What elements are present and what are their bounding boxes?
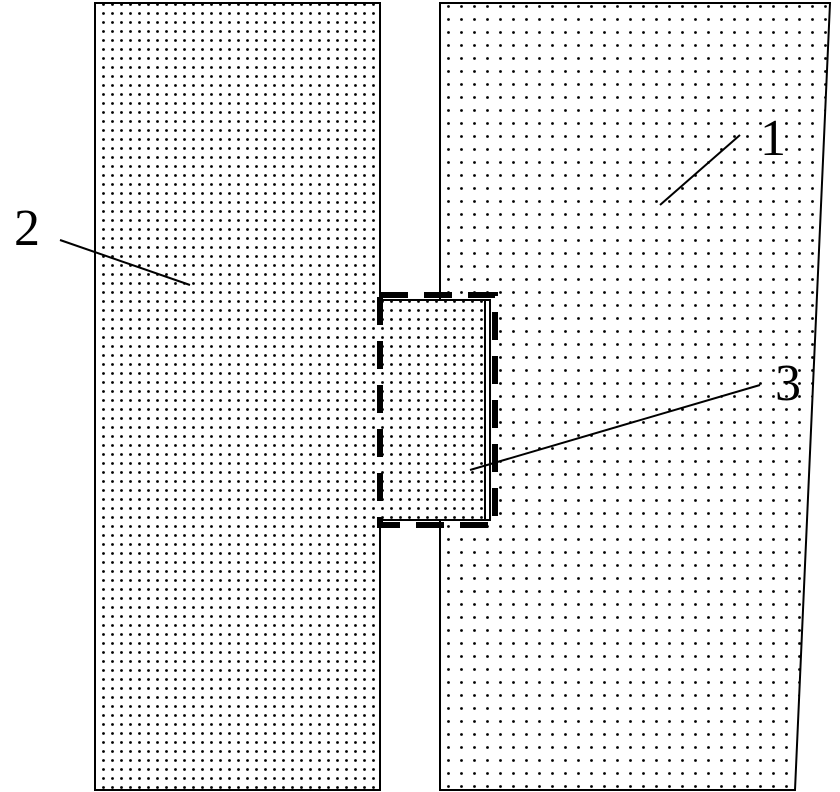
callout-label-2: 2	[14, 200, 40, 257]
region-2-left-block	[95, 3, 485, 790]
callout-label-1: 1	[760, 110, 786, 167]
callout-label-3: 3	[775, 355, 801, 412]
